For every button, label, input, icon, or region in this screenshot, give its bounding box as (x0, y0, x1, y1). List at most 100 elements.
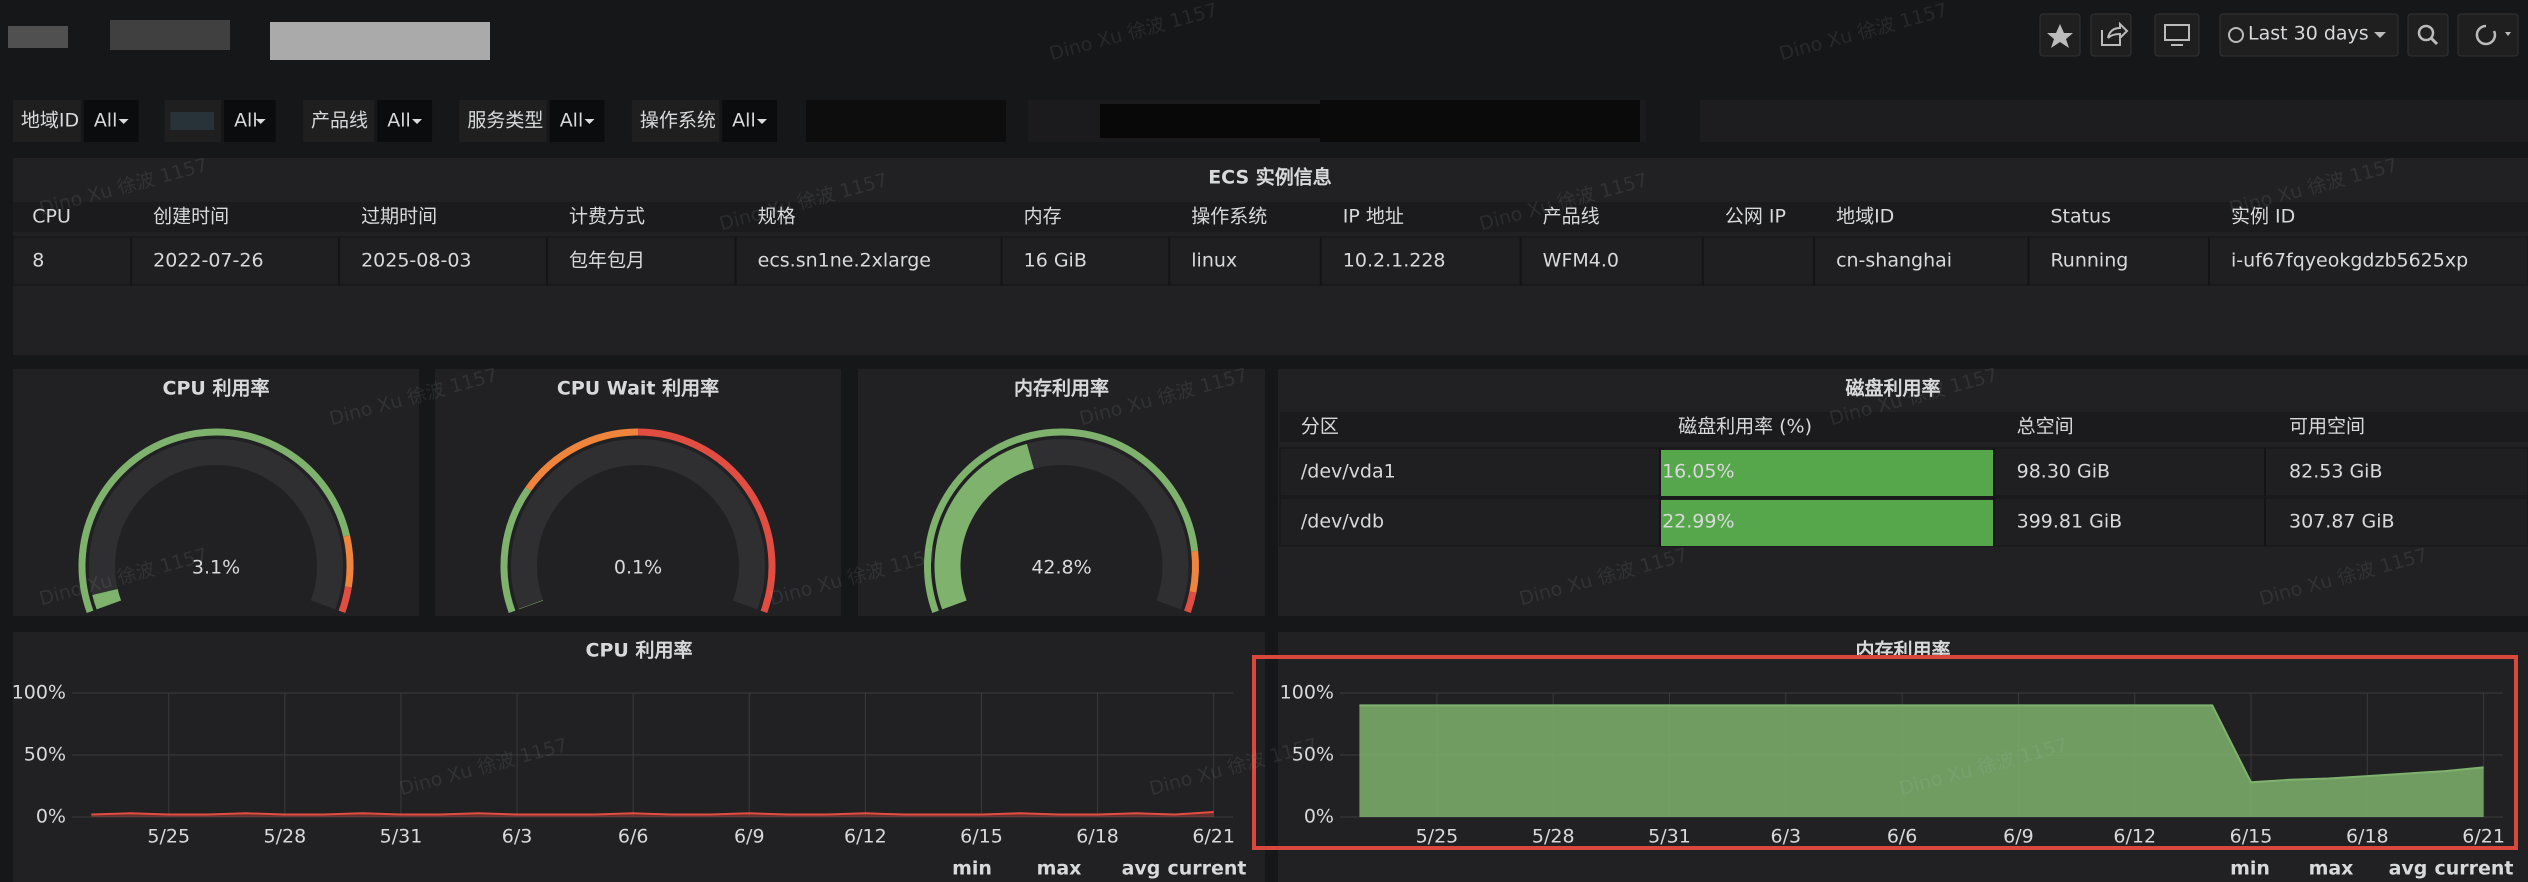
gauge-threshold (78, 428, 350, 614)
table-header: 地域ID (1836, 206, 1894, 228)
gauge-threshold (338, 586, 352, 614)
y-tick-label: 50% (1292, 744, 1334, 766)
table-cell: cn-shanghai (1836, 250, 1952, 272)
filter-value-box[interactable] (224, 100, 276, 142)
filter-value: All (560, 110, 584, 132)
table-header: 过期时间 (361, 206, 437, 228)
zoom-icon (2429, 36, 2439, 46)
caret (2374, 32, 2386, 38)
table-cell: 8 (32, 250, 44, 272)
blurred-filter (1700, 100, 2528, 142)
gauge-threshold (924, 428, 1199, 614)
legend-column: min (952, 858, 992, 880)
table-cell: i-uf67fqyeokgdzb5625xp (2231, 250, 2468, 272)
caret (756, 119, 767, 124)
blurred-title (270, 22, 490, 60)
filter-label: 服务类型 (467, 110, 543, 132)
star-icon (2047, 24, 2073, 48)
filter-label-box (631, 100, 720, 142)
time-picker[interactable] (2219, 13, 2399, 57)
table-cell: /dev/vda1 (1301, 461, 1396, 483)
legend-column: max (2309, 858, 2354, 880)
filter-value-box[interactable] (83, 100, 139, 142)
table-cell: 98.30 GiB (2017, 461, 2110, 483)
legend-column: max (1037, 858, 1082, 880)
table-header: 可用空间 (2289, 416, 2365, 438)
y-tick-label: 50% (24, 744, 66, 766)
x-tick-label: 6/9 (734, 826, 765, 848)
clock-icon (2228, 27, 2244, 43)
x-tick-label: 6/15 (960, 826, 1003, 848)
x-tick-label: 6/21 (2462, 826, 2505, 848)
blurred-title (8, 26, 68, 48)
table-header: 内存 (1024, 206, 1062, 228)
table-header: 公网 IP (1725, 206, 1786, 228)
x-tick-label: 5/28 (1532, 826, 1575, 848)
filter-value-box[interactable] (549, 100, 605, 142)
y-tick-label: 0% (1304, 806, 1334, 828)
gauge-value-label: 42.8% (1031, 557, 1091, 579)
x-tick-label: 5/31 (380, 826, 423, 848)
table-header: 创建时间 (153, 206, 229, 228)
x-tick-label: 6/6 (618, 826, 649, 848)
blurred-filter-label (170, 112, 215, 130)
gauge-threshold (637, 428, 776, 614)
panel-title: 磁盘利用率 (1845, 377, 1940, 400)
gauge-value (934, 443, 1035, 610)
x-tick-label: 6/12 (2113, 826, 2156, 848)
gauge-title: CPU 利用率 (163, 377, 270, 400)
table-cell: 包年包月 (569, 250, 645, 272)
series-line (1359, 704, 2484, 784)
toolbar: Last 30 days (2039, 13, 2519, 57)
refresh-icon (2475, 24, 2497, 46)
caret (255, 119, 266, 124)
x-tick-label: 6/9 (2003, 826, 2034, 848)
x-tick-label: 5/25 (1416, 826, 1459, 848)
panel-title: ECS 实例信息 (1208, 166, 1332, 189)
panel (13, 632, 1265, 882)
table-cell: Running (2050, 250, 2128, 272)
legend-column: min (2230, 858, 2270, 880)
gauge-threshold (500, 487, 532, 614)
table-row (12, 236, 2528, 286)
table-header: 实例 ID (2231, 206, 2295, 228)
x-tick-label: 6/3 (1771, 826, 1802, 848)
series-line (91, 811, 1214, 816)
filter-label-box (459, 100, 547, 142)
x-tick-label: 6/12 (844, 826, 887, 848)
y-tick-label: 100% (12, 682, 66, 704)
filter-label-box (12, 100, 81, 142)
blurred-title (110, 20, 230, 50)
filter-value: All (94, 110, 118, 132)
blurred-filter (1100, 104, 1320, 138)
filter-value-box[interactable] (722, 100, 777, 142)
table-header: 操作系统 (1191, 206, 1267, 228)
filter-value: All (387, 110, 411, 132)
refresh-button[interactable] (2457, 13, 2519, 57)
x-tick-label: 6/18 (1076, 826, 1119, 848)
table-header: 总空间 (2017, 416, 2074, 438)
table-cell: linux (1191, 250, 1237, 272)
gauge-threshold (525, 428, 639, 492)
x-tick-label: 6/6 (1887, 826, 1918, 848)
blurred-filter (806, 100, 1006, 142)
gauge-threshold (1189, 550, 1199, 593)
y-tick-label: 100% (1280, 682, 1334, 704)
zoom-button[interactable] (2407, 13, 2449, 57)
tv-button[interactable] (2154, 13, 2200, 57)
x-tick-label: 6/21 (1192, 826, 1235, 848)
filter-value-box[interactable] (377, 100, 433, 142)
blurred-filter (1320, 100, 1640, 142)
series-area (1359, 705, 2484, 817)
threshold-cell (1660, 500, 1994, 546)
legend-column: current (2434, 858, 2513, 880)
table-header: 磁盘利用率 (%) (1678, 416, 1812, 438)
table-header-row (13, 202, 2528, 232)
caret (2505, 32, 2511, 36)
share-icon (2101, 21, 2129, 46)
panel-title: CPU 利用率 (586, 639, 693, 662)
gauge-title: CPU Wait 利用率 (557, 377, 719, 400)
table-cell: 2022-07-26 (153, 250, 263, 272)
